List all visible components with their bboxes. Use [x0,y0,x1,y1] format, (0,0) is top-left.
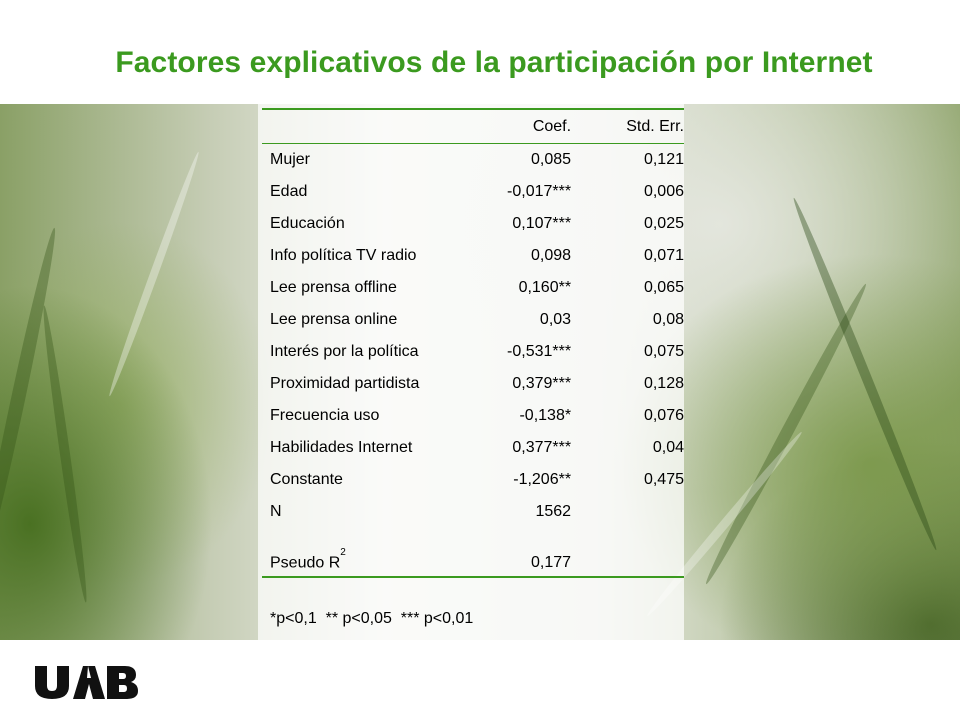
row-std-err: 0,08 [652,311,684,328]
table-row-pseudo-r2: Pseudo R2 0,177 [262,528,684,577]
row-variable: Mujer [270,151,311,168]
row-std-err [571,528,684,577]
row-variable: Edad [270,183,308,200]
table-row: Edad -0,017*** 0,006 [262,176,684,208]
table-row: Interés por la política -0,531*** 0,075 [262,336,684,368]
row-coef: 0,379*** [512,375,572,392]
table-row: Constante -1,206** 0,475 [262,464,684,496]
row-std-err [571,496,684,528]
slide-title: Factores explicativos de la participació… [115,46,873,79]
table-row: Habilidades Internet 0,377*** 0,04 [262,432,684,464]
row-std-err: 0,025 [643,215,684,232]
row-variable: Constante [270,471,343,488]
row-variable: Habilidades Internet [270,439,413,456]
regression-table: Coef. Std. Err. Mujer 0,085 0,121 Edad -0,0… [262,108,684,578]
table-row: Proximidad partidista 0,379*** 0,128 [262,368,684,400]
table-header-row: Coef. Std. Err. [262,109,684,144]
row-coef: -0,138* [519,407,572,424]
row-coef: 0,03 [539,311,572,328]
row-std-err: 0,065 [643,279,684,296]
row-std-err: 0,075 [643,343,684,360]
table-row: Educación 0,107*** 0,025 [262,208,684,240]
row-std-err: 0,04 [652,439,684,456]
table-panel [258,104,684,640]
uab-logo [35,666,138,699]
table-row: Lee prensa online 0,03 0,08 [262,304,684,336]
row-variable: Frecuencia uso [270,407,380,424]
superscript-2: 2 [340,546,346,558]
row-coef: 0,377*** [512,439,572,456]
header-std-err: Std. Err. [626,117,684,135]
row-std-err: 0,006 [643,183,684,200]
row-coef: 0,098 [531,247,572,264]
table-row: Info política TV radio 0,098 0,071 [262,240,684,272]
row-coef: -0,017*** [507,183,572,200]
row-coef: 1562 [535,503,572,520]
row-variable: Pseudo R2 [262,528,454,577]
row-coef: -1,206** [513,471,572,488]
row-std-err: 0,121 [643,151,684,168]
table-row: Mujer 0,085 0,121 [262,144,684,177]
row-variable: Educación [270,215,345,232]
row-variable: Proximidad partidista [270,375,420,392]
table-row: N 1562 [262,496,684,528]
row-variable: Interés por la política [270,343,419,360]
row-std-err: 0,475 [643,471,684,488]
row-coef: 0,085 [531,151,572,168]
row-coef: 0,160** [518,279,572,296]
header-coef: Coef. [532,117,572,135]
row-std-err: 0,076 [643,407,684,424]
row-variable: Lee prensa online [270,311,398,328]
row-variable: Lee prensa offline [270,279,397,296]
table-row: Lee prensa offline 0,160** 0,065 [262,272,684,304]
row-coef: -0,531*** [507,343,572,360]
row-std-err: 0,071 [643,247,684,264]
row-variable: N [270,503,282,520]
row-std-err: 0,128 [643,375,684,392]
table-row: Frecuencia uso -0,138* 0,076 [262,400,684,432]
row-coef: 0,107*** [512,215,572,232]
header-variable [262,109,454,144]
row-coef: 0,177 [531,554,572,571]
significance-note: *p<0,1 ** p<0,05 *** p<0,01 [270,610,474,627]
row-variable: Info política TV radio [270,247,417,264]
pseudo-r2-label: Pseudo R [270,554,341,571]
